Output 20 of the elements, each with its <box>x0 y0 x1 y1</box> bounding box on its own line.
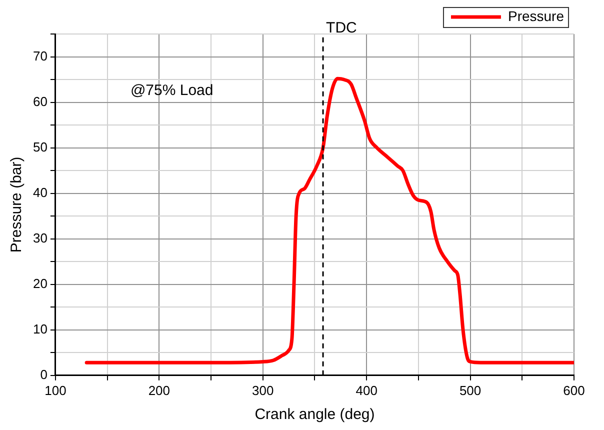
x-axis-title: Crank angle (deg) <box>254 406 375 424</box>
ref-line-label: TDC <box>326 20 358 37</box>
y-tick-label: 30 <box>32 230 48 246</box>
y-tick-label: 20 <box>32 276 48 291</box>
y-tick-label: 40 <box>32 184 48 200</box>
line-series <box>84 76 574 364</box>
x-tick-label: 300 <box>252 382 274 398</box>
x-tick-label: 200 <box>148 382 170 398</box>
y-tick-label: 0 <box>40 366 48 382</box>
x-tick-label: 500 <box>459 382 482 398</box>
legend-label: Pressure <box>508 8 564 24</box>
x-tick-label: 400 <box>356 382 378 398</box>
y-axis-title: Pressure (bar) <box>8 156 26 253</box>
y-tick-label: 70 <box>32 48 48 64</box>
y-tick-label: 50 <box>32 139 48 154</box>
annotation: @75% Load <box>130 82 214 100</box>
y-tick-label: 60 <box>32 94 48 109</box>
x-tick-label: 600 <box>563 382 585 398</box>
x-tick-label: 100 <box>44 382 66 398</box>
y-tick-label: 10 <box>32 321 48 336</box>
